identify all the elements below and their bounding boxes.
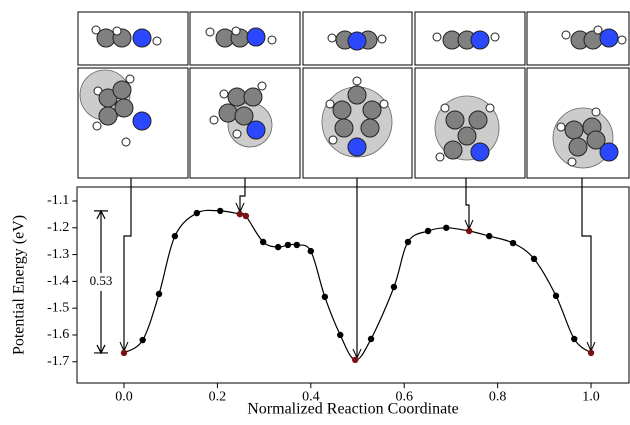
connector (581, 178, 592, 350)
connector (123, 178, 132, 350)
x-tick-label: 0.0 (115, 389, 133, 404)
data-point (337, 331, 344, 339)
data-point (443, 224, 450, 231)
x-axis-label: Normalized Reaction Coordinate (247, 401, 458, 418)
x-tick-label: 0.4 (302, 389, 320, 404)
data-point (552, 292, 560, 300)
data-point (274, 243, 282, 251)
side-panel (302, 11, 413, 66)
side-panel (189, 11, 301, 66)
data-point (424, 227, 432, 235)
data-point (367, 335, 375, 343)
y-tick-label: -1.7 (47, 354, 69, 369)
x-tick-label: 1.0 (582, 389, 600, 404)
data-point (242, 212, 250, 220)
molecule-top (79, 69, 619, 169)
data-point (465, 227, 473, 235)
y-axis-label: Potential Energy (eV) (11, 215, 28, 355)
data-point (307, 247, 315, 255)
connectors (119, 178, 596, 360)
data-point (236, 210, 244, 218)
data-point (571, 335, 578, 343)
barrier-label-bg (87, 272, 115, 291)
top-panel (526, 67, 630, 179)
data-point (217, 207, 224, 215)
data-point (321, 293, 329, 301)
data-point (259, 238, 267, 246)
connector (465, 178, 470, 228)
top-panel (414, 67, 526, 179)
barrier-label: 0.53 (90, 273, 113, 288)
plot-frame (76, 186, 630, 384)
y-tick-label: -1.5 (47, 300, 69, 315)
molecule-side (91, 25, 627, 51)
data-point (171, 232, 179, 240)
data-point (509, 239, 517, 247)
data-point (139, 336, 146, 344)
side-panel (414, 11, 526, 66)
data-point (530, 255, 538, 263)
data-point (404, 238, 412, 246)
energy-curve (123, 209, 592, 361)
side-panel (77, 11, 189, 66)
data-point (120, 349, 128, 357)
data-point (390, 283, 398, 291)
data-point (155, 290, 163, 298)
structure-panels (77, 11, 630, 179)
y-tick-label: -1.6 (47, 327, 69, 342)
data-point (293, 241, 301, 249)
y-tick-label: -1.1 (47, 193, 69, 208)
x-tick-label: 0.8 (489, 389, 507, 404)
y-tick-label: -1.4 (47, 274, 69, 289)
data-point (284, 241, 292, 249)
data-point (486, 232, 493, 240)
side-panel (526, 11, 630, 66)
x-tick-label: 0.2 (209, 389, 227, 404)
top-panel (77, 67, 189, 179)
y-tick-label: -1.3 (47, 247, 69, 262)
data-point (193, 209, 201, 217)
x-tick-label: 0.6 (395, 389, 413, 404)
data-point (351, 356, 359, 364)
y-tick-label: -1.2 (47, 220, 69, 235)
data-point (587, 349, 595, 357)
